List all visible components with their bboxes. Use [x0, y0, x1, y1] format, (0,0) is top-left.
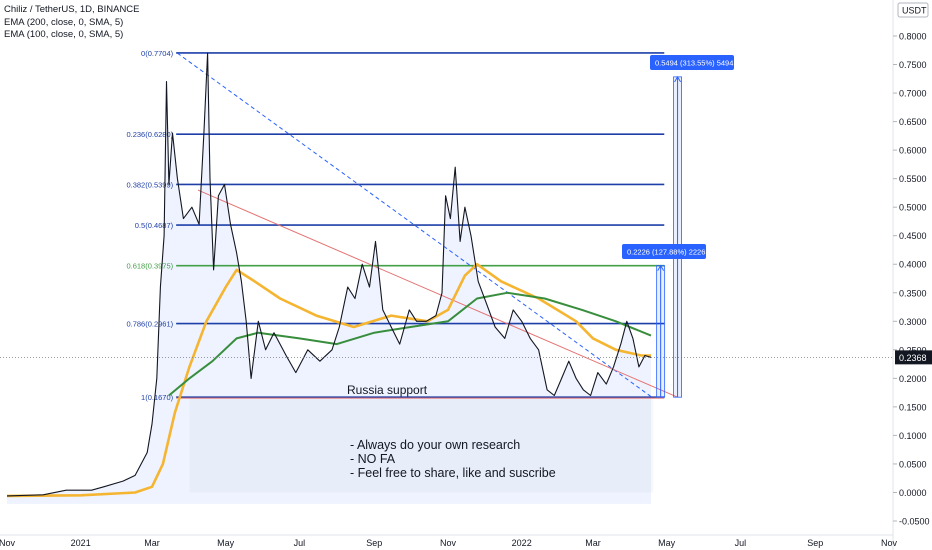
- x-tick-label: Mar: [585, 538, 601, 548]
- last-price-label: 0.2368: [899, 353, 927, 363]
- y-tick-label: 0.5000: [899, 203, 927, 213]
- y-tick-label: 0.4000: [899, 260, 927, 270]
- x-tick-label: Nov: [0, 538, 15, 548]
- y-tick-label: 0.2500: [899, 345, 927, 355]
- legend-ema200[interactable]: EMA (200, close, 0, SMA, 5): [4, 16, 124, 28]
- note-line: - Feel free to share, like and suscribe: [350, 466, 556, 480]
- y-tick-label: 0.0500: [899, 459, 927, 469]
- support-zone-shade: [189, 397, 654, 493]
- y-tick-label: 0.1500: [899, 402, 927, 412]
- trendline-dashed: [177, 52, 654, 399]
- measure-label: 0.2226 (127.88%) 2226: [627, 248, 705, 257]
- y-tick-label: 0.7500: [899, 60, 927, 70]
- x-tick-label: 2021: [71, 538, 91, 548]
- y-tick-label: 0.3000: [899, 317, 927, 327]
- notes-text: - Always do your own research - NO FA - …: [350, 438, 556, 480]
- note-line: - NO FA: [350, 452, 396, 466]
- y-tick-label: 0.6000: [899, 146, 927, 156]
- currency-label: USDT: [902, 6, 927, 16]
- y-tick-label: 0.6500: [899, 117, 927, 127]
- x-tick-label: 2022: [512, 538, 532, 548]
- x-tick-label: Nov: [440, 538, 457, 548]
- fib-level-label: 0(0.7704): [141, 49, 174, 58]
- x-tick-label: May: [658, 538, 676, 548]
- fib-level-label: 0.236(0.6280): [126, 130, 173, 139]
- x-tick-label: Jul: [735, 538, 747, 548]
- note-line: - Always do your own research: [350, 438, 521, 452]
- y-tick-label: 0.8000: [899, 32, 927, 42]
- y-tick-label: 0.2000: [899, 374, 927, 384]
- measure-label-box: [650, 55, 734, 70]
- y-tick-label: 0.1000: [899, 431, 927, 441]
- fib-level-label: 0.5(0.4687): [135, 221, 174, 230]
- x-tick-label: May: [217, 538, 235, 548]
- ema200-line: [6, 262, 651, 498]
- x-tick-label: Sep: [807, 538, 823, 548]
- legend-symbol[interactable]: Chiliz / TetherUS, 1D, BINANCE: [4, 4, 140, 15]
- measure-label: 0.5494 (313.55%) 5494: [655, 59, 733, 68]
- measure-arrow-head: [657, 264, 665, 271]
- support-annotation: Russia support: [347, 383, 428, 397]
- measure-arrow-head: [674, 75, 681, 83]
- y-tick-label: 0.7000: [899, 89, 927, 99]
- fib-level-label: 0.618(0.3975): [126, 262, 173, 271]
- y-tick-label: 0.4500: [899, 231, 927, 241]
- y-tick-label: -0.0500: [899, 517, 930, 527]
- currency-badge: [897, 2, 929, 18]
- fib-level-label: 0.382(0.5399): [126, 180, 173, 189]
- fib-level-label: 0.786(0.2961): [126, 320, 173, 329]
- legend: Chiliz / TetherUS, 1D, BINANCE EMA (200,…: [4, 4, 140, 42]
- y-tick-label: 0.0000: [899, 488, 927, 498]
- legend-ema100[interactable]: EMA (100, close, 0, SMA, 5): [4, 29, 124, 40]
- y-tick-label: 0.5500: [899, 174, 927, 184]
- x-tick-label: Jul: [294, 538, 306, 548]
- y-tick-label: 0.3500: [899, 288, 927, 298]
- price-line: [6, 52, 652, 497]
- trendline-red: [197, 189, 678, 398]
- x-tick-label: Sep: [366, 538, 382, 548]
- x-tick-label: Nov: [881, 538, 898, 548]
- last-price-badge: [895, 350, 932, 365]
- x-tick-label: Mar: [144, 538, 160, 548]
- measure-label-box: [622, 244, 706, 259]
- fib-level-label: 1(0.1670): [141, 393, 174, 402]
